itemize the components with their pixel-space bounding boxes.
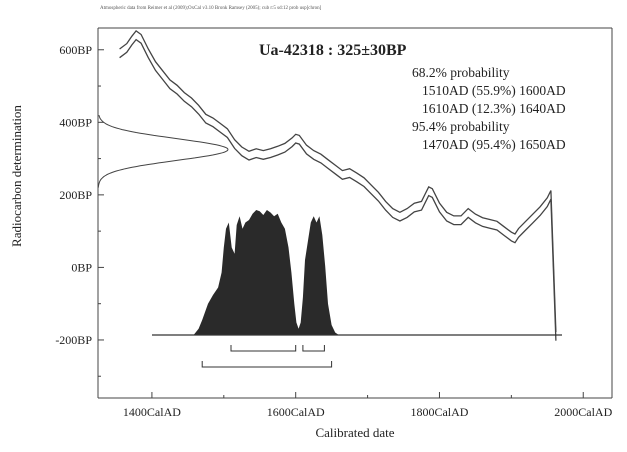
x-tick-label: 1600CalAD bbox=[267, 405, 325, 419]
p68-header: 68.2% probability bbox=[412, 65, 510, 80]
x-axis-label: Calibrated date bbox=[315, 425, 394, 440]
x-tick-label: 2000CalAD bbox=[554, 405, 612, 419]
y-tick-label: 400BP bbox=[59, 115, 92, 129]
calibration-curve bbox=[119, 30, 557, 341]
range-bar-68 bbox=[230, 345, 297, 352]
x-axis: 1400CalAD 1600CalAD 1800CalAD 2000CalAD bbox=[123, 392, 613, 419]
y-axis: 600BP 400BP 200BP 0BP -200BP bbox=[55, 43, 104, 377]
p68-line2: 1610AD (12.3%) 1640AD bbox=[422, 101, 566, 116]
calibration-curve-lower bbox=[119, 38, 557, 341]
p95-header: 95.4% probability bbox=[412, 119, 510, 134]
posterior-fill bbox=[193, 210, 339, 335]
measurement-gaussian bbox=[97, 114, 229, 188]
plot-frame bbox=[97, 27, 613, 399]
calibration-curve-upper bbox=[119, 30, 557, 333]
probability-ranges: 68.2% probability 1510AD (55.9%) 1600AD … bbox=[412, 65, 566, 152]
y-tick-label: 200BP bbox=[59, 188, 92, 202]
x-tick-label: 1800CalAD bbox=[410, 405, 468, 419]
p68-line1: 1510AD (55.9%) 1600AD bbox=[422, 83, 566, 98]
posterior-distribution bbox=[152, 210, 562, 336]
measurement-distribution bbox=[97, 114, 229, 188]
range-bar-68 bbox=[302, 345, 325, 352]
chart-title: Ua-42318 : 325±30BP bbox=[259, 42, 407, 59]
range-bar-95 bbox=[201, 361, 333, 368]
y-tick-label: 0BP bbox=[71, 260, 92, 274]
p95-line1: 1470AD (95.4%) 1650AD bbox=[422, 137, 566, 152]
range-bars bbox=[201, 345, 333, 368]
data-credit: Atmospheric data from Reimer et al (2009… bbox=[100, 6, 322, 11]
y-tick-label: 600BP bbox=[59, 43, 92, 57]
y-axis-label: Radiocarbon determination bbox=[9, 105, 24, 247]
x-tick-label: 1400CalAD bbox=[123, 405, 181, 419]
y-tick-label: -200BP bbox=[55, 333, 92, 347]
